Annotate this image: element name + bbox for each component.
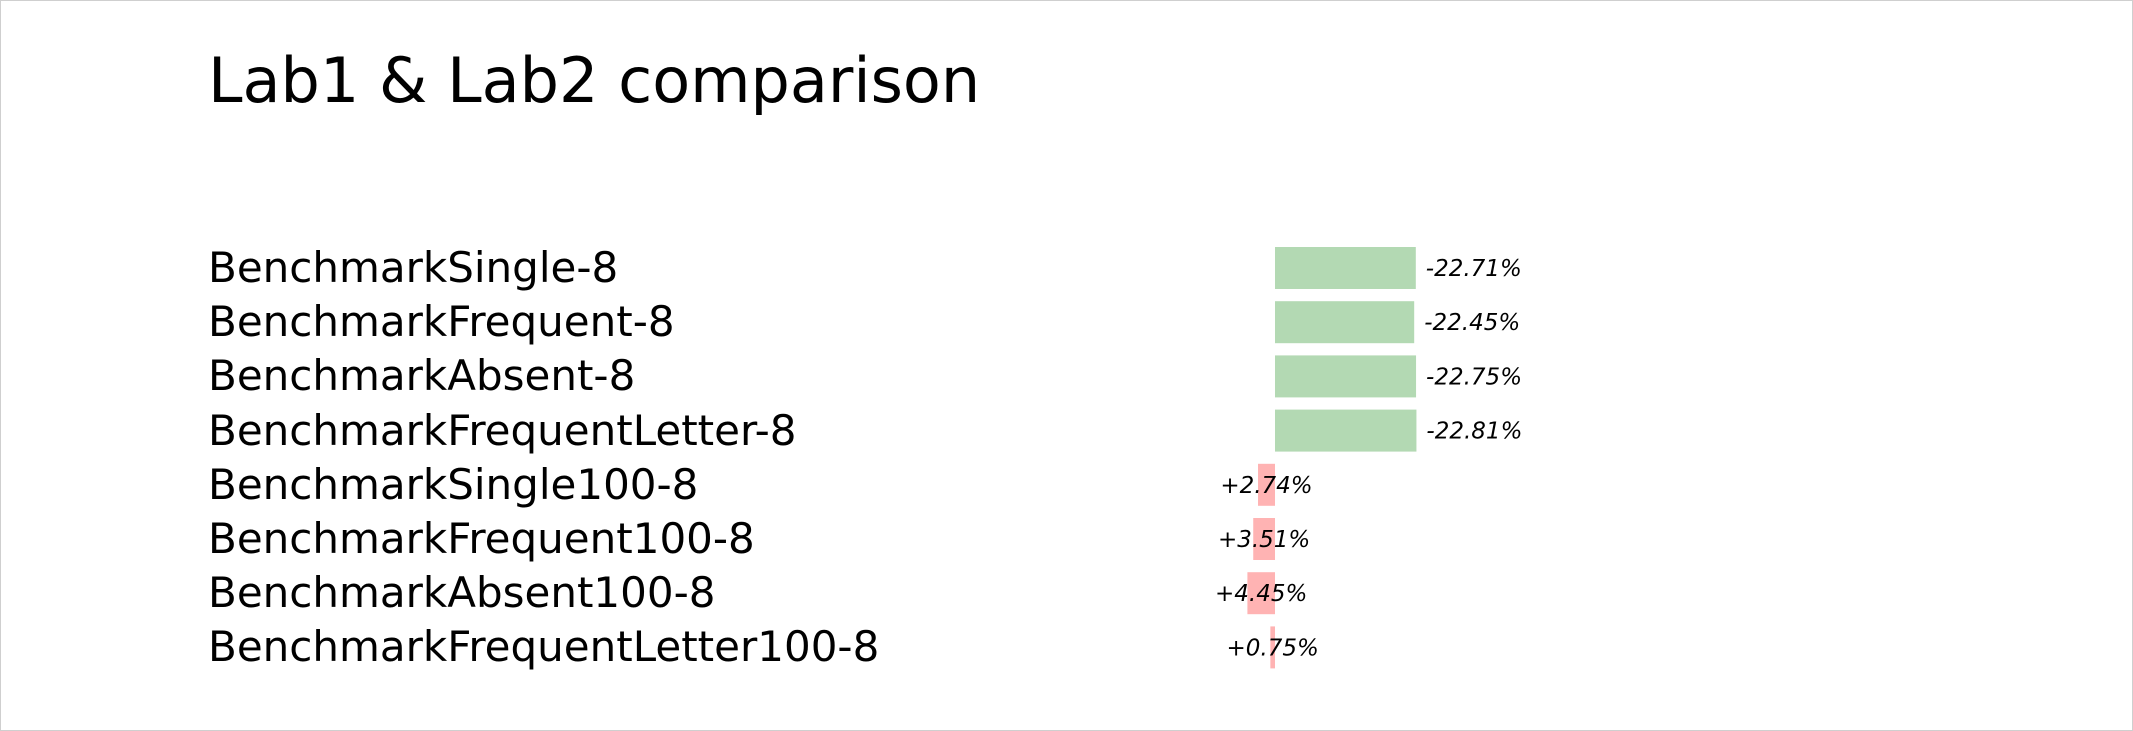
bar xyxy=(1275,301,1415,344)
category-label: BenchmarkFrequent-8 xyxy=(208,297,675,347)
category-label: BenchmarkFrequent100-8 xyxy=(208,514,755,563)
category-label: BenchmarkFrequentLetter-8 xyxy=(208,405,797,455)
data-label: -22.75% xyxy=(1426,364,1522,390)
category-label: BenchmarkAbsent100-8 xyxy=(208,568,716,618)
data-label: +2.74% xyxy=(1220,473,1312,499)
bar xyxy=(1247,572,1275,615)
category-label: BenchmarkSingle100-8 xyxy=(208,459,699,509)
data-label: +0.75% xyxy=(1227,635,1319,661)
bar xyxy=(1275,247,1416,289)
category-label: BenchmarkAbsent-8 xyxy=(208,351,636,401)
data-label: +4.45% xyxy=(1215,581,1307,607)
category-label: BenchmarkFrequentLetter100-8 xyxy=(208,622,880,672)
data-label: -22.45% xyxy=(1424,310,1520,336)
bar xyxy=(1253,518,1275,560)
bar xyxy=(1275,355,1417,398)
bar xyxy=(1270,626,1275,669)
bar xyxy=(1258,463,1275,506)
data-label: -22.81% xyxy=(1426,419,1522,445)
chart-title: Lab1 & Lab2 comparison xyxy=(208,44,981,117)
data-label: +3.51% xyxy=(1218,527,1310,553)
data-label: -22.71% xyxy=(1426,256,1522,282)
bar xyxy=(1275,409,1417,452)
category-label: BenchmarkSingle-8 xyxy=(208,243,619,292)
